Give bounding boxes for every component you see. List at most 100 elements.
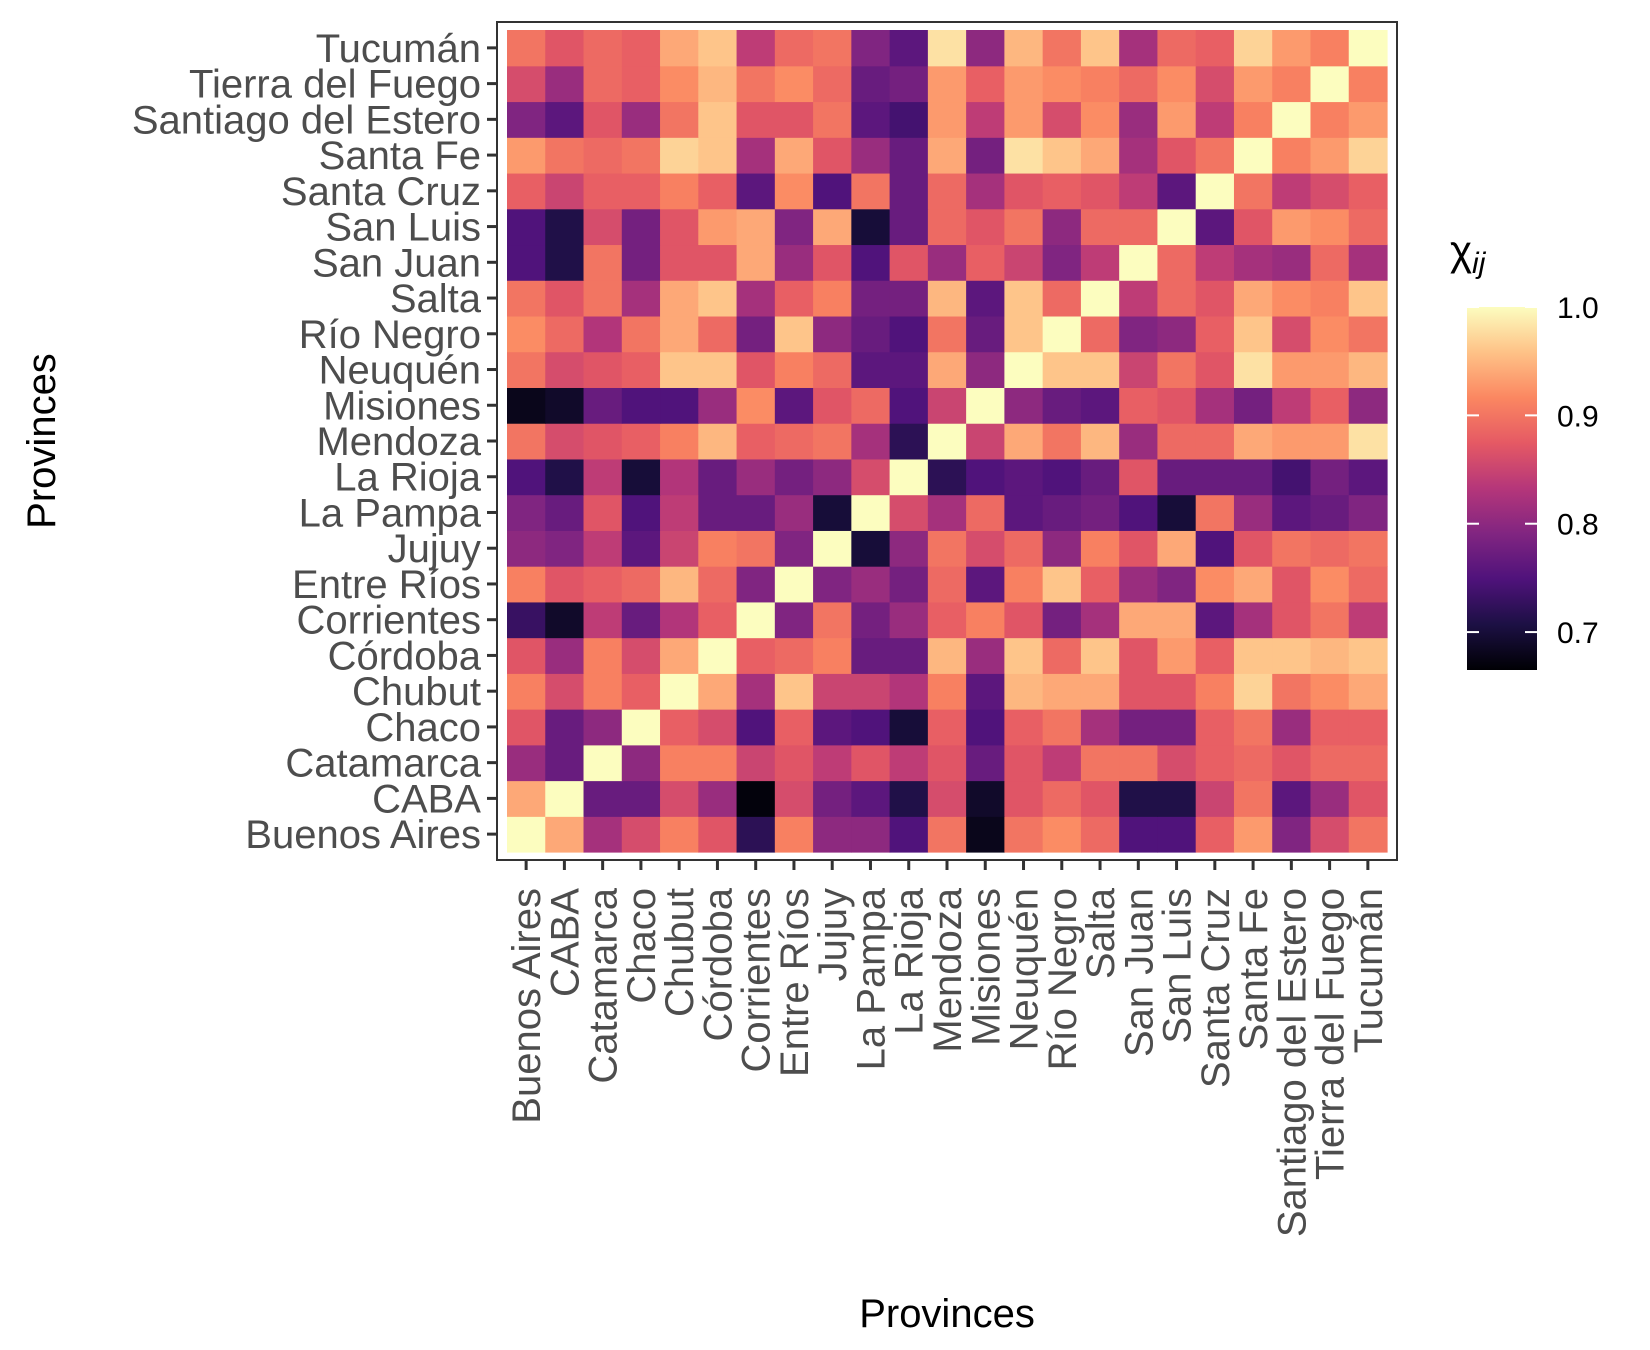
heatmap-cell <box>545 172 585 210</box>
heatmap-cell <box>1004 709 1044 746</box>
heatmap-cell <box>813 458 852 496</box>
heatmap-cell <box>1233 423 1273 460</box>
y-axis: Buenos AiresCABACatamarcaChacoChubutCórd… <box>132 27 497 857</box>
heatmap-cell <box>813 172 852 210</box>
heatmap-cell <box>966 137 1005 174</box>
heatmap-cell <box>1272 637 1312 674</box>
heatmap-cell <box>621 172 661 210</box>
heatmap-cell <box>1004 816 1044 853</box>
heatmap-cell <box>774 423 814 460</box>
heatmap-cell <box>1042 172 1082 210</box>
y-tick-label: Córdoba <box>328 634 482 678</box>
heatmap-cell <box>851 816 891 853</box>
heatmap-cell <box>507 744 546 782</box>
heatmap-cell <box>583 601 623 639</box>
heatmap-cell <box>1348 351 1388 388</box>
heatmap-cell <box>927 208 967 246</box>
heatmap-cell <box>1080 387 1120 424</box>
heatmap-cell <box>1310 423 1350 460</box>
heatmap-cell <box>813 315 852 353</box>
y-axis-title: Provinces <box>20 353 64 529</box>
heatmap-cell <box>1004 530 1044 567</box>
heatmap-cell <box>966 351 1005 388</box>
heatmap-cell <box>966 494 1005 531</box>
heatmap-cell <box>698 387 738 424</box>
heatmap-cell <box>660 780 699 817</box>
y-tick-label: La Pampa <box>299 491 482 535</box>
heatmap-cell <box>851 387 891 424</box>
heatmap-cell <box>1157 744 1197 782</box>
heatmap-cell <box>621 137 661 174</box>
heatmap-cell <box>507 315 546 353</box>
heatmap-cell <box>583 673 623 710</box>
heatmap-cell <box>583 530 623 567</box>
y-tick-label: Tucumán <box>316 27 481 71</box>
heatmap-cell <box>660 566 699 603</box>
heatmap-cell <box>1233 566 1273 603</box>
heatmap-cell <box>736 65 776 103</box>
heatmap-cell <box>660 816 699 853</box>
heatmap-cell <box>1233 65 1273 103</box>
heatmap-cell <box>889 137 929 174</box>
x-tick-label: CABA <box>543 888 587 997</box>
heatmap-cell <box>927 744 967 782</box>
x-tick-label: Santa Cruz <box>1194 888 1238 1088</box>
heatmap-cell <box>1195 387 1235 424</box>
heatmap-cell <box>1348 530 1388 567</box>
heatmap-cell <box>1233 816 1273 853</box>
heatmap-cell <box>1272 244 1312 281</box>
heatmap-cell <box>851 101 891 138</box>
x-tick-label: Neuquén <box>1003 888 1047 1050</box>
heatmap-cell <box>1195 315 1235 353</box>
heatmap-cell <box>736 351 776 388</box>
heatmap-cell <box>507 780 546 817</box>
heatmap-cell <box>698 744 738 782</box>
heatmap-cell <box>1195 30 1235 67</box>
heatmap-cell <box>1042 530 1082 567</box>
heatmap-cell <box>774 315 814 353</box>
heatmap-cell <box>1272 458 1312 496</box>
heatmap-cell <box>1195 280 1235 317</box>
heatmap-cell <box>621 30 661 67</box>
heatmap-cell <box>621 530 661 567</box>
heatmap-cell <box>774 137 814 174</box>
heatmap-cell <box>621 709 661 746</box>
heatmap-cell <box>1310 566 1350 603</box>
heatmap-cell <box>1310 172 1350 210</box>
heatmap-cell <box>507 208 546 246</box>
y-tick-label: San Luis <box>325 206 481 250</box>
heatmap-cell <box>736 673 776 710</box>
heatmap-cell <box>927 709 967 746</box>
heatmap-cell <box>851 709 891 746</box>
heatmap-cell <box>1310 137 1350 174</box>
heatmap-cell <box>507 637 546 674</box>
x-tick-label: La Pampa <box>850 887 894 1070</box>
heatmap-cell <box>698 351 738 388</box>
heatmap-cell <box>583 280 623 317</box>
heatmap-cell <box>1272 315 1312 353</box>
heatmap-cell <box>1042 458 1082 496</box>
heatmap-cell <box>1195 208 1235 246</box>
heatmap-cell <box>966 280 1005 317</box>
heatmap-cell <box>1348 208 1388 246</box>
heatmap-cell <box>889 280 929 317</box>
heatmap-cell <box>1119 65 1159 103</box>
heatmap-cell <box>1348 601 1388 639</box>
heatmap-cell <box>813 566 852 603</box>
heatmap-cell <box>1348 566 1388 603</box>
heatmap-cell <box>507 709 546 746</box>
heatmap-cell <box>851 423 891 460</box>
heatmap-cell <box>966 816 1005 853</box>
heatmap-cell <box>1080 208 1120 246</box>
heatmap-cell <box>1042 816 1082 853</box>
heatmap-cell <box>507 101 546 138</box>
legend-title: χij <box>1450 227 1487 280</box>
heatmap-cell <box>545 101 585 138</box>
heatmap-cell <box>1004 494 1044 531</box>
heatmap-cell <box>1042 351 1082 388</box>
heatmap-cell <box>1233 673 1273 710</box>
heatmap-cell <box>1233 101 1273 138</box>
heatmap-cell <box>774 673 814 710</box>
heatmap-cell <box>545 351 585 388</box>
heatmap-cell <box>1195 172 1235 210</box>
